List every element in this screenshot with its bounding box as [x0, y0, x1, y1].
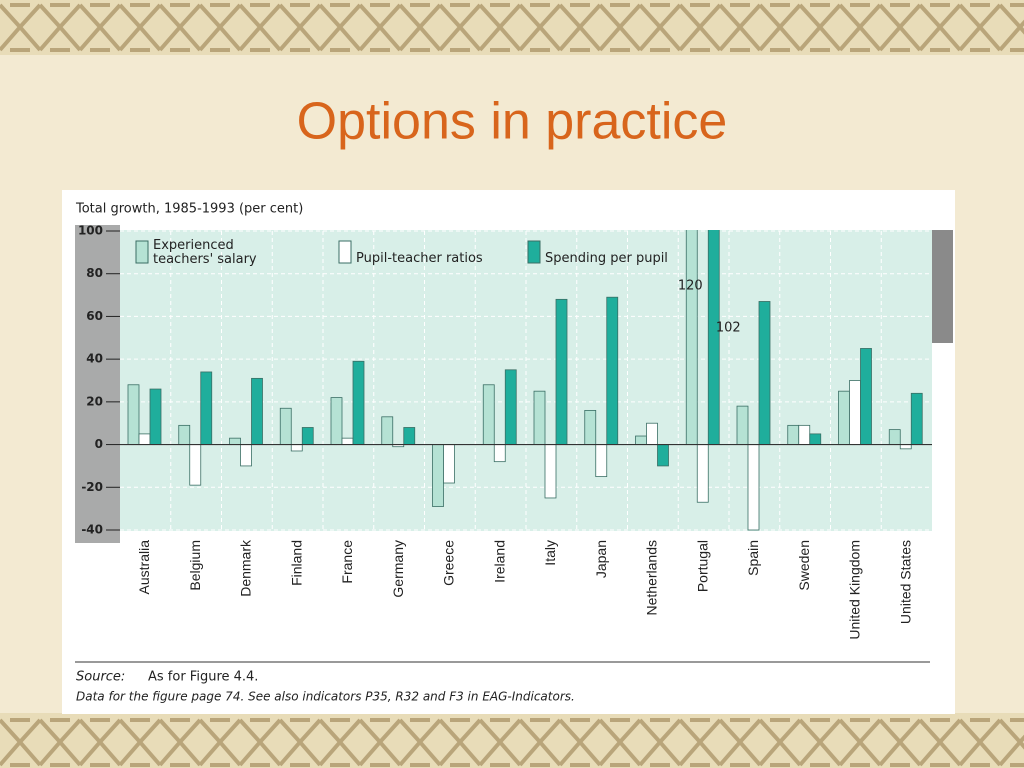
bars: [127, 230, 923, 531]
x-tick-label: Japan: [593, 540, 609, 578]
bar: [584, 409, 597, 445]
bar: [341, 437, 354, 445]
bar: [189, 444, 202, 486]
legend-label: Experienced teachers' salary: [153, 238, 257, 267]
bar: [899, 444, 912, 450]
bar: [849, 380, 861, 445]
top-border: [0, 0, 1024, 55]
bar: [149, 388, 162, 445]
bar: [432, 444, 444, 507]
x-tick-label: Italy: [542, 540, 558, 566]
y-tick-label: 20: [86, 394, 103, 408]
x-tick-label: Germany: [390, 540, 406, 598]
x-tick-label: Ireland: [491, 540, 507, 583]
bar: [635, 435, 647, 445]
y-tick-label: 60: [86, 309, 103, 323]
bar: [200, 371, 213, 445]
bar: [533, 390, 546, 445]
bar: [127, 384, 140, 445]
y-tick-label: 80: [86, 266, 103, 280]
x-tick-label: Portugal: [694, 540, 710, 592]
x-tick-label: France: [339, 540, 355, 584]
bar: [330, 397, 343, 445]
bar: [138, 433, 151, 445]
bar: [555, 298, 568, 445]
legend-swatch: [527, 240, 541, 264]
bar: [403, 427, 416, 445]
bar: [646, 422, 658, 445]
y-tick-label: -20: [81, 480, 103, 494]
bar: [747, 444, 760, 531]
bar: [595, 444, 608, 478]
axis-band: [75, 225, 120, 543]
bottom-border: [0, 713, 1024, 768]
bar: [251, 377, 263, 445]
bar: [787, 424, 800, 445]
y-tick-label: 100: [78, 224, 103, 238]
slide-title: Options in practice: [297, 93, 728, 151]
x-tick-label: Denmark: [238, 539, 254, 597]
x-tick-label: Sweden: [796, 540, 812, 591]
bar: [758, 301, 771, 445]
bar: [493, 444, 506, 463]
bar: [736, 405, 749, 445]
source: As for Figure 4.4.: [148, 670, 258, 685]
bar: [352, 360, 365, 445]
bar: [606, 296, 619, 445]
value-label: 102: [716, 321, 741, 336]
bar: [696, 444, 709, 503]
x-tick-label: Finland: [288, 540, 304, 586]
bar: [301, 427, 314, 445]
x-tick-label: Greece: [441, 540, 457, 586]
x-tick-label: United Kingdom: [847, 540, 863, 640]
bar: [443, 444, 455, 484]
side-bar: [932, 230, 953, 343]
bar: [504, 369, 517, 445]
x-tick-label: Netherlands: [644, 540, 660, 616]
legend-swatch: [135, 240, 149, 264]
y-tick-label: -40: [81, 523, 103, 537]
bar: [544, 444, 557, 499]
bar: [229, 437, 241, 445]
note: Data for the figure page 74. See also in…: [76, 690, 575, 704]
x-tick-label: Spain: [745, 540, 761, 576]
bar: [381, 416, 394, 445]
x-tick-label: Belgium: [187, 540, 203, 591]
bar: [240, 444, 252, 467]
y-tick-label: 40: [86, 352, 103, 366]
legend-label: Spending per pupil: [545, 251, 668, 266]
bar: [798, 424, 811, 445]
x-tick-label: United States: [897, 540, 913, 624]
bar: [279, 407, 292, 445]
bar: [178, 424, 191, 445]
bar: [809, 433, 822, 445]
bar: [888, 429, 901, 445]
y-tick-label: 0: [95, 437, 103, 451]
axis-label: Total growth, 1985-1993 (per cent): [75, 202, 303, 217]
legend-label: Pupil-teacher ratios: [356, 251, 483, 266]
x-tick-label: Australia: [136, 540, 152, 595]
value-label: 120: [678, 279, 703, 294]
source-label: Source:: [76, 670, 125, 685]
bar: [657, 444, 669, 467]
bar: [860, 348, 872, 445]
bar: [290, 444, 303, 452]
legend-swatch: [338, 240, 352, 264]
bar: [910, 392, 923, 445]
bar: [482, 384, 495, 445]
bar: [838, 390, 850, 445]
